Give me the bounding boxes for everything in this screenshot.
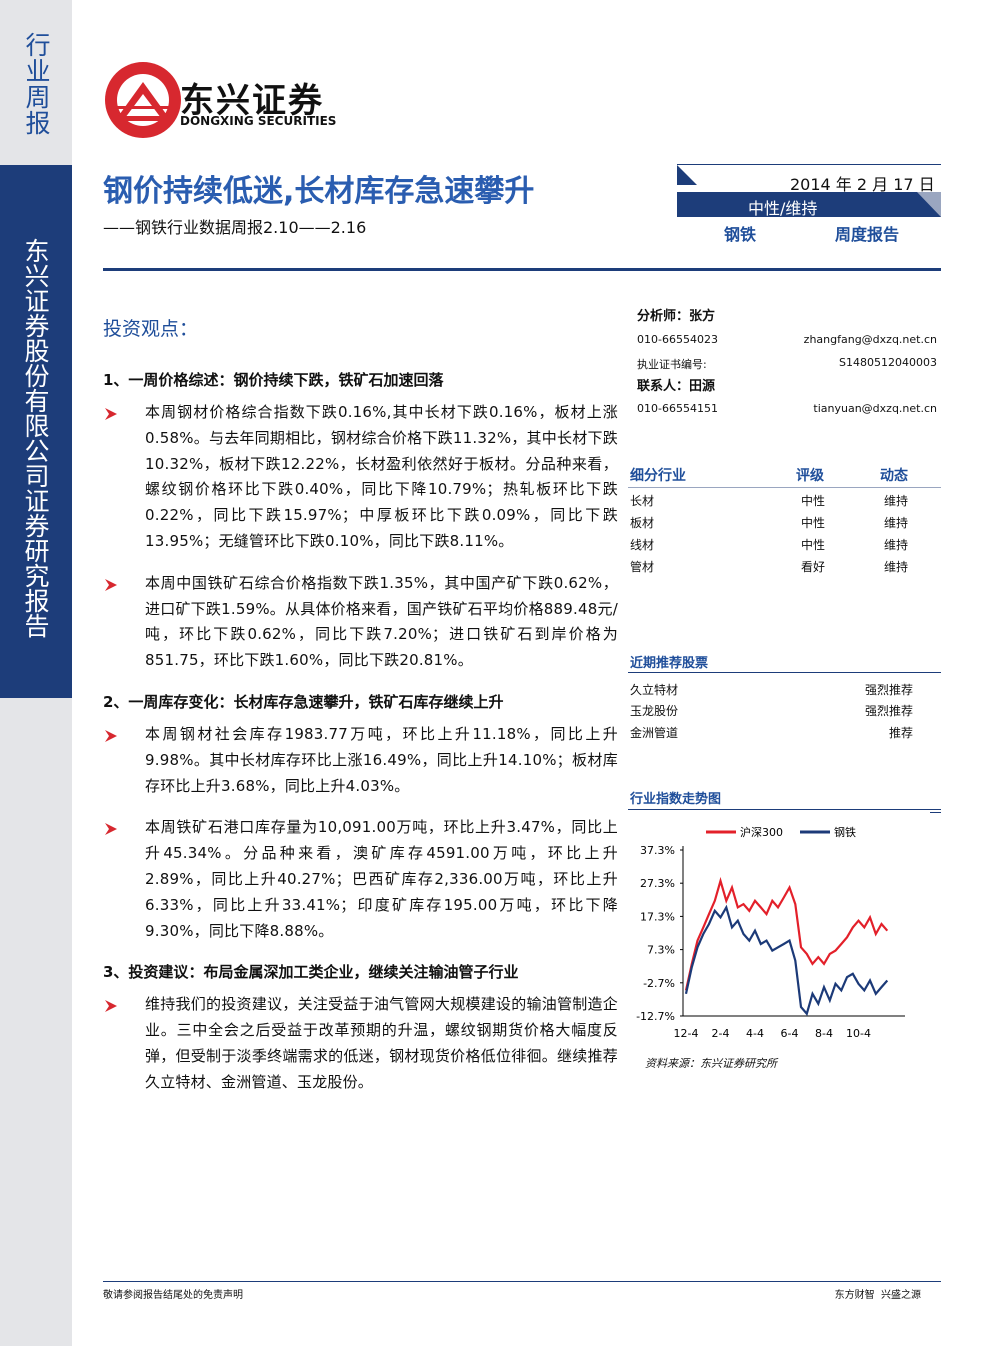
cert-label: 执业证书编号: bbox=[637, 358, 707, 371]
rating-band bbox=[677, 192, 941, 217]
chart-rule-dash bbox=[930, 812, 941, 813]
chart-source: 资料来源：东兴证券研究所 bbox=[645, 1057, 777, 1070]
y-tick-label: 7.3% bbox=[647, 944, 675, 957]
company-vertical: 东兴证券股份有限公司证券研究报告 bbox=[21, 238, 50, 638]
industry: 钢铁 bbox=[724, 225, 757, 244]
sidebar-band bbox=[0, 165, 72, 698]
bullet bbox=[105, 729, 117, 742]
ratings-cell: 中性 bbox=[801, 516, 826, 530]
stock-name: 金洲管道 bbox=[630, 726, 679, 740]
bullet bbox=[105, 408, 117, 420]
x-tick-label: 12-4 bbox=[674, 1027, 699, 1040]
legend-label: 沪深300 bbox=[740, 825, 783, 839]
bullet bbox=[105, 578, 117, 591]
stocks-rule bbox=[628, 672, 941, 673]
contact: 联系人：田源 bbox=[637, 379, 716, 394]
section-heading: 3、投资建议：布局金属深加工类企业，继续关注输油管子行业 bbox=[103, 963, 519, 982]
bullet-item: 本周钢材价格综合指数下跌0.16%,其中长材下跌0.16%，板材上涨0.58%。… bbox=[103, 400, 618, 555]
bullet-item: 本周钢材社会库存1983.77万吨，环比上升11.18%，同比上升9.98%。其… bbox=[103, 722, 618, 799]
bullet bbox=[105, 1000, 117, 1013]
bullet-arrow bbox=[105, 578, 117, 591]
ratings-cell: 中性 bbox=[801, 538, 826, 552]
ratings-cell: 中性 bbox=[801, 494, 826, 508]
contact-phone: 010-66554151 bbox=[637, 402, 718, 415]
stock-name: 久立特材 bbox=[630, 683, 679, 697]
report-title: 钢价持续低迷,长材库存急速攀升 bbox=[103, 174, 535, 209]
ratings-cell: 维持 bbox=[884, 560, 909, 574]
ratings-cell: 长材 bbox=[630, 494, 655, 508]
ratings-cell: 管材 bbox=[630, 560, 655, 574]
footer-right: 东方财智 兴盛之源 bbox=[834, 1290, 921, 1301]
series-line bbox=[684, 876, 889, 991]
report-date: 2014 年 2 月 17 日 bbox=[790, 175, 935, 194]
series-line bbox=[684, 904, 889, 1016]
stock-rating: 推荐 bbox=[888, 726, 913, 740]
footer-left: 敬请参阅报告结尾处的免责声明 bbox=[103, 1290, 243, 1301]
ratings-header: 细分行业 bbox=[630, 468, 686, 484]
x-tick-label: 4-4 bbox=[746, 1027, 764, 1040]
y-tick-label: 17.3% bbox=[640, 910, 675, 923]
stock-rating: 强烈推荐 bbox=[864, 704, 913, 718]
stocks-title: 近期推荐股票 bbox=[630, 656, 709, 671]
cert-no: S1480512040003 bbox=[839, 356, 937, 369]
chart-title: 行业指数走势图 bbox=[630, 792, 722, 807]
x-tick-label: 2-4 bbox=[712, 1027, 730, 1040]
stock-name: 玉龙股份 bbox=[630, 704, 679, 718]
logo-mark bbox=[105, 62, 181, 138]
report-subtitle: ——钢铁行业数据周报2.10——2.16 bbox=[103, 218, 367, 237]
ratings-header: 动态 bbox=[880, 468, 908, 484]
legend-label: 钢铁 bbox=[834, 826, 856, 839]
bullet-arrow bbox=[105, 823, 117, 836]
x-tick-label: 10-4 bbox=[846, 1027, 871, 1040]
logo-name: 东兴证券 bbox=[180, 81, 324, 121]
bullet-arrow bbox=[105, 408, 117, 420]
y-tick-label: -12.7% bbox=[636, 1010, 675, 1023]
chart: 37.3% 27.3% 17.3% 7.3% -2.7% -12.7% 12-4 2-4 4-4… bbox=[636, 825, 905, 1040]
bullet-item: 本周中国铁矿石综合价格指数下跌1.35%，其中国产矿下跌0.62%，进口矿下跌1… bbox=[103, 571, 618, 674]
date-deco bbox=[677, 165, 697, 185]
bullet-text: 本周钢材社会库存1983.77万吨，环比上升11.18%，同比上升9.98%。其… bbox=[145, 724, 618, 795]
analyst-phone: 010-66554023 bbox=[637, 333, 718, 346]
ratings-cell: 维持 bbox=[884, 494, 909, 508]
ratings-cell: 维持 bbox=[884, 516, 909, 530]
report-type: 周度报告 bbox=[835, 225, 900, 244]
ratings-cell: 板材 bbox=[630, 516, 655, 530]
stock-rating: 强烈推荐 bbox=[864, 683, 913, 697]
logo-en: DONGXING SECURITIES bbox=[180, 114, 337, 128]
rating: 中性/维持 bbox=[748, 199, 818, 218]
bullet-text: 本周中国铁矿石综合价格指数下跌1.35%，其中国产矿下跌0.62%，进口矿下跌1… bbox=[145, 573, 618, 670]
y-tick-label: 27.3% bbox=[640, 877, 675, 890]
ratings-rule bbox=[628, 487, 941, 488]
bullet-arrow bbox=[105, 729, 117, 742]
y-tick-label: 37.3% bbox=[640, 844, 675, 857]
analyst-email: zhangfang@dxzq.net.cn bbox=[803, 333, 937, 346]
analyst: 分析师：张方 bbox=[637, 309, 716, 324]
bullet-text: 维持我们的投资建议，关注受益于油气管网大规模建设的输油管制造企业。三中全会之后受… bbox=[145, 995, 618, 1091]
bullet bbox=[105, 823, 117, 836]
footer-rule bbox=[103, 1281, 941, 1282]
report-category: 行业周报 bbox=[22, 32, 51, 136]
body-title: 投资观点： bbox=[103, 318, 199, 340]
bullet-item: 维持我们的投资建议，关注受益于油气管网大规模建设的输油管制造企业。三中全会之后受… bbox=[103, 992, 618, 1095]
bullet-arrow bbox=[105, 1000, 117, 1013]
section-heading: 1、一周价格综述：钢价持续下跌，铁矿石加速回落 bbox=[103, 371, 444, 389]
y-tick-label: -2.7% bbox=[643, 977, 675, 990]
ratings-cell: 维持 bbox=[884, 538, 909, 552]
header-rule bbox=[103, 268, 941, 271]
bullet-text: 本周铁矿石港口库存量为10,091.00万吨，环比上升3.47%，同比上升45.… bbox=[145, 818, 618, 940]
rating-deco bbox=[917, 192, 941, 217]
chart-rule bbox=[628, 809, 941, 810]
x-tick-label: 8-4 bbox=[815, 1027, 833, 1040]
bullet-text: 本周钢材价格综合指数下跌0.16%,其中长材下跌0.16%，板材上涨0.58%。… bbox=[145, 403, 618, 550]
date-rule bbox=[677, 164, 941, 165]
ratings-cell: 看好 bbox=[801, 560, 826, 574]
ratings-cell: 线材 bbox=[630, 538, 655, 552]
ratings-header: 评级 bbox=[796, 468, 824, 484]
bullet-item: 本周铁矿石港口库存量为10,091.00万吨，环比上升3.47%，同比上升45.… bbox=[103, 815, 618, 944]
section-heading: 2、一周库存变化：长材库存急速攀升，铁矿石库存继续上升 bbox=[103, 692, 504, 711]
x-tick-label: 6-4 bbox=[781, 1027, 799, 1040]
contact-email: tianyuan@dxzq.net.cn bbox=[813, 402, 937, 415]
body: 1、一周价格综述：钢价持续下跌，铁矿石加速回落本周钢材价格综合指数下跌0.16%… bbox=[103, 368, 618, 1112]
